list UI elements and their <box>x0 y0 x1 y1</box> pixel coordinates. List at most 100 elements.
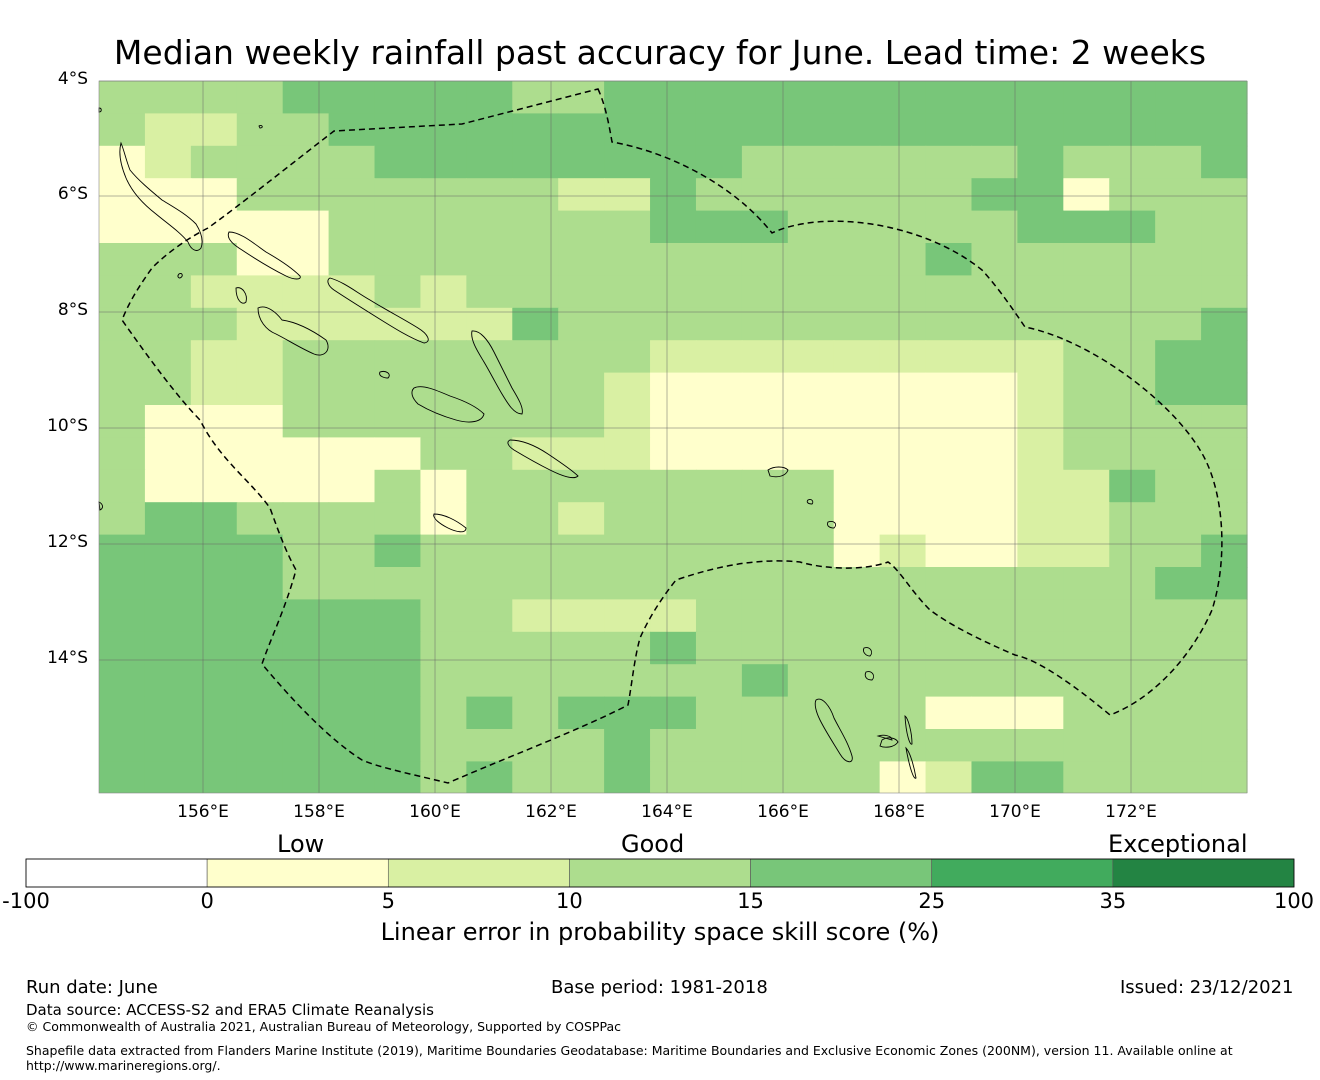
skill-cell <box>144 275 192 309</box>
skill-cell <box>558 307 605 341</box>
skill-cell <box>144 178 192 212</box>
skill-cell <box>99 210 146 244</box>
skill-cell <box>1017 210 1064 244</box>
colorbar-label-exceptional: Exceptional <box>1108 830 1248 858</box>
skill-cell <box>650 372 697 406</box>
skill-cell <box>1063 437 1110 471</box>
skill-cell <box>282 469 330 503</box>
skill-cell <box>1017 729 1064 762</box>
skill-cell <box>695 761 743 793</box>
island-small-6 <box>98 501 103 511</box>
colorbar-segment <box>387 858 570 888</box>
island-vanua-lava <box>864 671 875 681</box>
skill-cell <box>971 307 1018 341</box>
skill-cell <box>236 696 284 730</box>
skill-cell <box>971 631 1018 665</box>
skill-cell <box>1109 113 1156 147</box>
skill-cell <box>741 729 789 762</box>
skill-cell <box>1109 761 1156 793</box>
skill-cell <box>971 534 1018 568</box>
skill-cell <box>695 696 743 730</box>
skill-cell <box>1155 664 1202 698</box>
skill-cell <box>99 664 146 698</box>
skill-cell <box>512 567 559 600</box>
skill-cell <box>466 178 513 212</box>
skill-cell <box>1109 696 1156 730</box>
skill-cell <box>741 145 789 179</box>
skill-cell <box>650 729 697 762</box>
longitude-label: 170°E <box>989 802 1041 822</box>
skill-cell <box>650 599 697 633</box>
island-vella-lavella <box>235 287 247 304</box>
skill-cell <box>787 210 835 244</box>
longitude-label: 158°E <box>293 802 345 822</box>
skill-cell <box>925 534 973 568</box>
skill-cell <box>787 567 835 600</box>
skill-cell <box>328 340 376 374</box>
skill-cell <box>604 761 651 793</box>
skill-cell <box>1109 664 1156 698</box>
skill-cell <box>1063 307 1110 341</box>
colorbar-tick-label: 100 <box>1273 889 1315 913</box>
skill-cell <box>650 210 697 244</box>
skill-cell <box>695 405 743 438</box>
skill-cell <box>925 469 973 503</box>
skill-cell <box>925 696 973 730</box>
skill-cell <box>1109 729 1156 762</box>
skill-cell <box>1017 631 1064 665</box>
skill-cell <box>1063 372 1110 406</box>
skill-cell <box>879 729 927 762</box>
skill-cell <box>190 178 238 212</box>
skill-cell <box>236 761 284 793</box>
skill-cell <box>741 372 789 406</box>
skill-cell <box>558 567 605 600</box>
skill-cell <box>374 599 422 633</box>
skill-cell <box>190 664 238 698</box>
skill-cell <box>604 502 651 536</box>
skill-cell <box>695 145 743 179</box>
skill-cell <box>374 307 422 341</box>
skill-cell <box>695 631 743 665</box>
skill-cell <box>420 534 467 568</box>
skill-cell <box>420 761 467 793</box>
skill-cell <box>1063 405 1110 438</box>
longitude-label: 164°E <box>641 802 693 822</box>
skill-cell <box>650 145 697 179</box>
skill-cell <box>604 340 651 374</box>
skill-cell <box>925 761 973 793</box>
skill-cell <box>466 145 513 179</box>
skill-cell <box>466 469 513 503</box>
skill-cell <box>741 405 789 438</box>
skill-cell <box>558 113 605 147</box>
skill-cell <box>420 696 467 730</box>
skill-cell <box>741 275 789 309</box>
skill-cell <box>787 729 835 762</box>
skill-cell <box>1201 631 1248 665</box>
skill-cell <box>1109 340 1156 374</box>
skill-cell <box>282 534 330 568</box>
skill-cell <box>144 761 192 793</box>
skill-cell <box>466 502 513 536</box>
skill-cell <box>787 631 835 665</box>
skill-cell <box>1063 113 1110 147</box>
skill-cell <box>190 145 238 179</box>
skill-cell <box>650 469 697 503</box>
skill-cell <box>650 534 697 568</box>
longitude-label: 160°E <box>409 802 461 822</box>
skill-cell <box>650 761 697 793</box>
skill-cell <box>282 210 330 244</box>
skill-cell <box>695 729 743 762</box>
skill-cell <box>879 469 927 503</box>
skill-cell <box>971 567 1018 600</box>
skill-cell <box>925 599 973 633</box>
skill-cell <box>512 340 559 374</box>
colorbar-tick-label: 25 <box>918 889 946 913</box>
skill-cell <box>1155 599 1202 633</box>
skill-cell <box>236 372 284 406</box>
skill-cell <box>695 275 743 309</box>
skill-cell <box>695 81 743 114</box>
skill-cell <box>741 113 789 147</box>
skill-cell <box>144 599 192 633</box>
skill-cell <box>420 631 467 665</box>
skill-cell <box>971 696 1018 730</box>
